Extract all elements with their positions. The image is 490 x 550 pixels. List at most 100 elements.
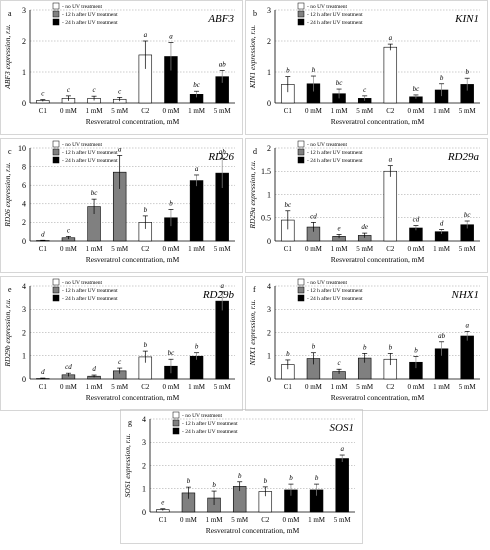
x-tick-label: 1 mM: [86, 107, 104, 115]
gene-title: RD29a: [447, 151, 480, 163]
legend-label: - 12 h after UV treatment: [307, 11, 363, 18]
y-tick-label: 0: [267, 375, 271, 384]
significance-letter: a: [118, 145, 122, 153]
significance-letter: b: [315, 474, 319, 482]
significance-letter: b: [312, 343, 316, 351]
legend-label: - no UV treatment: [182, 413, 223, 419]
bar-no_uv: [383, 170, 398, 242]
legend-swatch-no_uv: [172, 411, 180, 419]
x-axis-label: Resveratrol concentration, mM: [331, 117, 425, 126]
panel-frame: [0, 0, 243, 135]
panel-frame: [245, 276, 488, 411]
legend-swatch-h12: [297, 148, 305, 156]
y-axis-label: NHX1 expression, r.u.: [248, 299, 257, 366]
bar-h24: [460, 335, 474, 380]
x-tick-label: 1 mM: [433, 245, 451, 253]
significance-letter: b: [187, 477, 191, 485]
x-tick-label: 1 mM: [86, 383, 104, 391]
gene-title: ABF3: [207, 13, 234, 25]
y-tick-label: 2: [267, 37, 271, 46]
significance-letter: d: [92, 365, 96, 373]
legend-label: - 24 h after UV treatment: [307, 19, 363, 26]
y-tick-label: 10: [18, 144, 26, 153]
y-tick-label: 4: [22, 282, 26, 291]
x-tick-label: C1: [284, 383, 293, 391]
significance-letter: d: [440, 219, 444, 227]
y-tick-label: 0: [267, 99, 271, 108]
significance-letter: ab: [438, 332, 446, 340]
y-axis-label: ABF3 expression, r.u.: [3, 24, 12, 90]
y-tick-label: 1: [142, 485, 146, 494]
legend-label: - 12 h after UV treatment: [307, 287, 363, 294]
significance-letter: b: [144, 206, 148, 214]
x-tick-label: C2: [261, 516, 270, 524]
y-tick-label: 1: [22, 68, 26, 77]
panel-e: 0 1 2 3 4 d C1 cd 0 mM d 1 mM c 5 mM b C2 bc 0 mM b 1 mM a 5…: [0, 276, 243, 411]
y-tick-label: 1: [267, 352, 271, 361]
y-tick-label: 1: [267, 190, 271, 199]
x-tick-label: 5 mM: [231, 516, 249, 524]
significance-letter: b: [312, 66, 316, 74]
y-tick-label: 2: [267, 144, 271, 153]
significance-letter: b: [465, 68, 469, 76]
legend-label: - 12 h after UV treatment: [182, 420, 238, 427]
significance-letter: ab: [219, 148, 227, 156]
y-tick-label: 0: [142, 508, 146, 517]
significance-letter: b: [414, 346, 418, 354]
significance-letter: e: [338, 224, 341, 232]
panel-letter: g: [128, 418, 132, 427]
x-tick-label: 5 mM: [111, 245, 129, 253]
x-tick-label: C2: [141, 107, 150, 115]
significance-letter: a: [195, 165, 199, 173]
legend-swatch-h24: [52, 156, 60, 164]
y-axis-label: SOS1 expression, r.u.: [123, 434, 132, 498]
legend-swatch-no_uv: [52, 140, 60, 148]
x-tick-label: 5 mM: [459, 245, 477, 253]
x-tick-label: 1 mM: [188, 107, 206, 115]
legend-swatch-h24: [52, 18, 60, 26]
x-tick-label: 0 mM: [180, 516, 198, 524]
x-tick-label: C1: [39, 245, 48, 253]
legend-label: - no UV treatment: [307, 142, 348, 148]
gene-title: RD26: [207, 151, 234, 163]
legend-label: - no UV treatment: [307, 280, 348, 286]
significance-letter: b: [238, 472, 242, 480]
significance-letter: bc: [336, 79, 344, 87]
legend-label: - 24 h after UV treatment: [307, 295, 363, 302]
y-tick-label: 1: [22, 352, 26, 361]
panel-c: 0 2 4 6 8 10 d C1 c 0 mM bc 1 mM a 5 mM b C2 b 0 mM a 1 mM a…: [0, 138, 243, 273]
panel-letter: b: [253, 9, 257, 18]
legend-swatch-no_uv: [52, 2, 60, 10]
x-tick-label: C2: [141, 245, 150, 253]
x-tick-label: 5 mM: [459, 107, 477, 115]
y-tick-label: 4: [142, 415, 146, 424]
legend-swatch-no_uv: [297, 2, 305, 10]
significance-letter: a: [220, 282, 224, 290]
significance-letter: d: [41, 368, 45, 376]
significance-letter: b: [264, 477, 268, 485]
significance-letter: b: [195, 343, 199, 351]
x-tick-label: C1: [284, 107, 293, 115]
significance-letter: a: [340, 445, 344, 453]
x-tick-label: 0 mM: [305, 107, 323, 115]
legend-swatch-no_uv: [297, 278, 305, 286]
bar-h24: [215, 300, 229, 380]
y-tick-label: 3: [142, 438, 146, 447]
x-tick-label: C1: [39, 383, 48, 391]
significance-letter: b: [212, 481, 216, 489]
x-tick-label: C1: [159, 516, 168, 524]
significance-letter: c: [41, 90, 45, 98]
x-tick-label: 0 mM: [162, 245, 180, 253]
significance-letter: b: [286, 67, 290, 75]
x-tick-label: 1 mM: [188, 383, 206, 391]
gene-title: NHX1: [451, 289, 480, 301]
significance-letter: bc: [464, 211, 472, 219]
y-tick-label: 0: [22, 99, 26, 108]
y-tick-label: 6: [22, 181, 26, 190]
panel-letter: d: [253, 147, 257, 156]
x-tick-label: 1 mM: [206, 516, 224, 524]
x-tick-label: C2: [141, 383, 150, 391]
significance-letter: b: [289, 474, 293, 482]
gene-title: SOS1: [330, 422, 354, 434]
x-tick-label: 0 mM: [407, 383, 425, 391]
